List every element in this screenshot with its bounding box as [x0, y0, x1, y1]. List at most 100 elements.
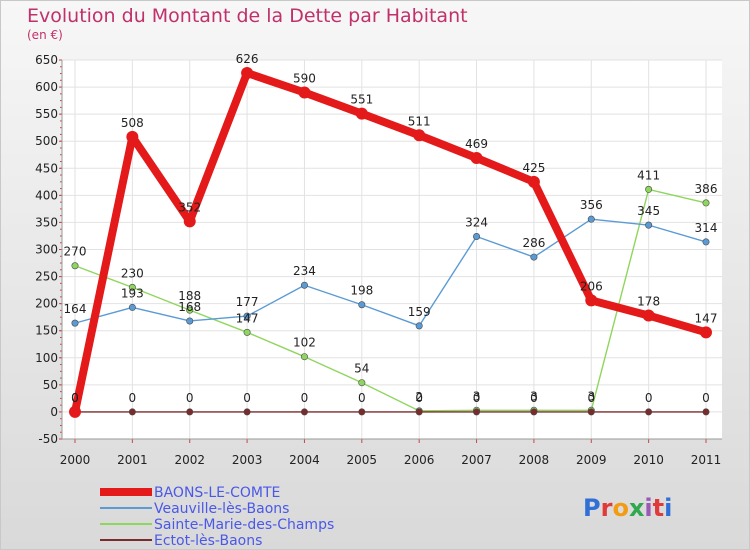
data-label: 411 — [637, 168, 660, 182]
data-point — [413, 129, 426, 142]
data-point — [243, 328, 251, 336]
y-tick-label: 0 — [50, 405, 58, 419]
data-point — [71, 319, 79, 327]
legend-label: Ectot-lès-Baons — [154, 533, 262, 549]
data-label: 164 — [64, 302, 87, 316]
data-point — [243, 408, 251, 416]
data-label: 0 — [301, 391, 309, 405]
legend-label: Sainte-Marie-des-Champs — [154, 517, 334, 533]
chart-title: Evolution du Montant de la Dette par Hab… — [27, 5, 468, 27]
data-point — [587, 215, 595, 223]
y-tick-label: 150 — [35, 324, 58, 338]
data-label: 188 — [178, 289, 201, 303]
data-label: 159 — [408, 305, 431, 319]
x-tick-label: 2004 — [289, 453, 320, 467]
y-tick-label: 50 — [43, 378, 58, 392]
data-label: 314 — [695, 221, 718, 235]
data-label: 198 — [350, 284, 373, 298]
data-point — [128, 408, 136, 416]
y-tick-label: 550 — [35, 107, 58, 121]
x-tick-label: 2005 — [347, 453, 378, 467]
y-tick-label: 400 — [35, 188, 58, 202]
data-label: 206 — [580, 279, 603, 293]
legend-label: BAONS-LE-COMTE — [154, 485, 280, 501]
y-tick-label: 200 — [35, 297, 58, 311]
data-label: 54 — [354, 362, 369, 376]
data-point — [358, 379, 366, 387]
data-point — [300, 408, 308, 416]
y-tick-label: 450 — [35, 161, 58, 175]
data-label: 425 — [522, 161, 545, 175]
data-point — [415, 322, 423, 330]
data-point — [128, 303, 136, 311]
x-tick-label: 2007 — [461, 453, 492, 467]
data-label: 0 — [645, 391, 653, 405]
x-tick-label: 2001 — [117, 453, 148, 467]
data-point — [642, 309, 655, 322]
data-label: 178 — [637, 295, 660, 309]
y-tick-label: 600 — [35, 80, 58, 94]
proxiti-logo: Proxiti — [583, 494, 672, 522]
series-line — [74, 188, 707, 412]
data-point — [473, 408, 481, 416]
data-point — [186, 408, 194, 416]
x-tick-label: 2009 — [576, 453, 607, 467]
data-point — [71, 262, 79, 270]
data-point — [358, 301, 366, 309]
data-label: 286 — [522, 236, 545, 250]
data-label: 177 — [236, 295, 259, 309]
x-tick-label: 2008 — [519, 453, 550, 467]
data-label: 3 — [530, 389, 538, 403]
data-point — [241, 66, 254, 79]
data-point — [358, 408, 366, 416]
data-label: 0 — [473, 391, 481, 405]
data-point — [300, 281, 308, 289]
data-label: 0 — [415, 391, 423, 405]
series-line — [71, 68, 710, 416]
data-point — [473, 233, 481, 241]
data-label: 193 — [121, 286, 144, 300]
data-label: 0 — [71, 391, 79, 405]
data-label: 2 — [415, 390, 423, 404]
data-label: 0 — [129, 391, 137, 405]
data-point — [530, 408, 538, 416]
y-tick-label: 100 — [35, 351, 58, 365]
data-label: 230 — [121, 266, 144, 280]
x-tick-label: 2002 — [174, 453, 205, 467]
x-tick-label: 2006 — [404, 453, 435, 467]
legend-label: Veauville-lès-Baons — [154, 501, 289, 517]
data-label: 0 — [243, 391, 251, 405]
data-label: 0 — [702, 391, 710, 405]
data-label: 0 — [358, 391, 366, 405]
data-point — [702, 199, 710, 207]
data-label: 168 — [178, 300, 201, 314]
y-tick-label: 250 — [35, 270, 58, 284]
data-label: 469 — [465, 137, 488, 151]
data-point — [183, 215, 196, 228]
data-point — [585, 294, 598, 307]
data-label: 511 — [408, 114, 431, 128]
data-label: 352 — [178, 200, 201, 214]
data-label: 626 — [236, 52, 259, 66]
data-point — [126, 130, 139, 143]
data-point — [128, 283, 136, 291]
data-point — [645, 221, 653, 229]
data-label: 234 — [293, 264, 316, 278]
data-point — [355, 107, 368, 120]
data-point — [700, 326, 712, 339]
data-label: 3 — [473, 389, 481, 403]
y-tick-label: 300 — [35, 243, 58, 257]
data-point — [702, 238, 710, 246]
data-label: 3 — [587, 389, 595, 403]
y-tick-label: 650 — [35, 53, 58, 67]
data-label: 356 — [580, 198, 603, 212]
data-point — [298, 86, 311, 99]
data-label: 102 — [293, 336, 316, 350]
data-label: 0 — [71, 391, 79, 405]
data-label: 345 — [637, 204, 660, 218]
data-label: 0 — [186, 391, 194, 405]
data-point — [645, 408, 653, 416]
data-point — [300, 353, 308, 361]
data-label: 147 — [236, 311, 259, 325]
